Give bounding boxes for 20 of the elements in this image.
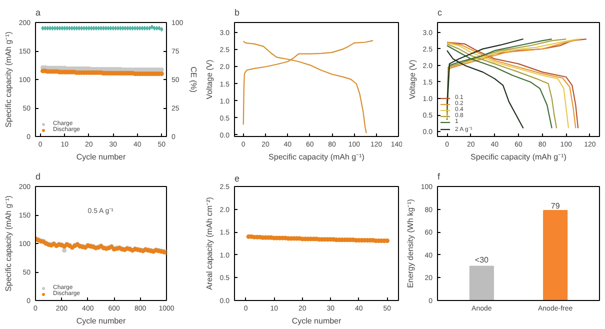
y-axis-title: Specific capacity (mAh g⁻¹): [4, 31, 13, 128]
data-label: <30: [474, 255, 490, 264]
x-axis-title: Cycle number: [76, 152, 126, 162]
y-axis-title: Voltage (V): [408, 59, 417, 100]
chart-title: c: [438, 8, 442, 18]
chart-title: a: [36, 8, 41, 18]
y-axis-title: Voltage (V): [204, 59, 214, 100]
y2-axis-title: CE (%): [189, 66, 198, 93]
y-axis-title: Areal capacity (mAh cm⁻²): [204, 196, 214, 290]
x-axis-title: Cycle number: [292, 316, 342, 326]
chart-title: e: [234, 174, 240, 184]
chart-title: f: [438, 172, 440, 182]
chart-title: b: [234, 8, 240, 18]
y-axis-title: Specific capacity (mAh g⁻¹): [4, 195, 13, 292]
x-axis-title: Specific capacity (mAh g⁻¹): [268, 152, 365, 162]
x-axis-title: Specific capacity (mAh g⁻¹): [470, 152, 567, 162]
x-axis-title: Cycle number: [76, 316, 126, 326]
data-label: 79: [550, 201, 560, 210]
y-axis-title: Energy density (Wh kg⁻¹): [406, 198, 415, 288]
chart-title: d: [36, 172, 41, 182]
